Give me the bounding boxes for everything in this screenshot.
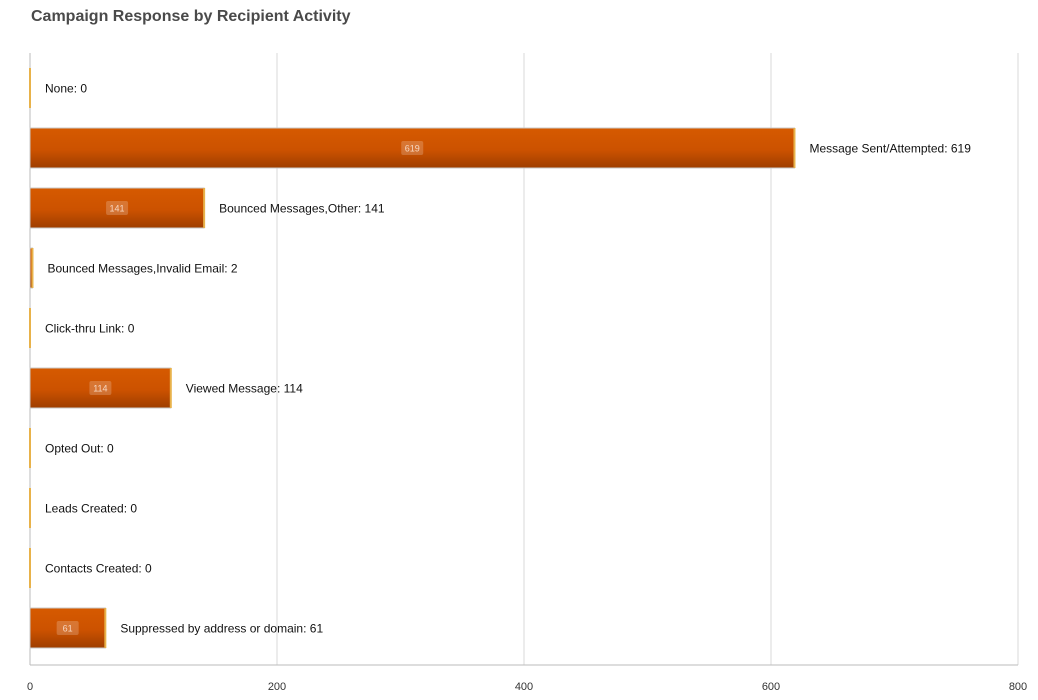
bar-group: 61 Suppressed by address or domain: 61 [29,607,323,649]
bar-category-label: Opted Out: 0 [45,442,114,456]
bar-group: Bounced Messages,Invalid Email: 2 [29,247,238,289]
x-tick-label: 600 [762,681,780,693]
bar-end-cap [104,608,107,648]
bar-end-cap [203,188,206,228]
x-tick-label: 800 [1009,681,1027,693]
value-badge [56,621,79,635]
x-tick-label: 400 [515,681,533,693]
bar-end-cap [29,308,31,348]
value-badge-label: 114 [93,384,107,394]
bar-end-cap [29,428,31,468]
value-badge [89,381,112,395]
bar-group: Contacts Created: 0 [29,548,152,588]
bar-end-cap [169,368,172,408]
bar-end-cap [29,68,31,108]
bar-category-label: Viewed Message: 114 [186,382,303,396]
bar-group: 141 Bounced Messages,Other: 141 [29,187,385,229]
value-badge-label: 61 [63,624,73,634]
bar [29,367,172,409]
bar-group: Leads Created: 0 [29,488,137,528]
bar-group: Opted Out: 0 [29,428,114,468]
value-badge [401,141,424,155]
bar [29,187,205,229]
bar-category-label: Contacts Created: 0 [45,562,152,576]
bar-category-label: Bounced Messages,Other: 141 [219,202,385,216]
chart-title: Campaign Response by Recipient Activity [31,8,351,25]
value-badge [106,201,129,215]
bar-group: 114 Viewed Message: 114 [29,367,303,409]
x-axis: 0 200 400 600 800 [27,664,1027,693]
value-badge-label: 619 [405,144,420,154]
bar-group: 619 Message Sent/Attempted: 619 [29,127,971,169]
value-badge-label: 141 [110,204,125,214]
bar-category-label: None: 0 [45,82,87,96]
bar-category-label: Bounced Messages,Invalid Email: 2 [47,262,237,276]
bar-category-label: Message Sent/Attempted: 619 [809,142,971,156]
bar-group: Click-thru Link: 0 [29,308,135,348]
bar-category-label: Click-thru Link: 0 [45,322,135,336]
bar-category-label: Suppressed by address or domain: 61 [120,622,323,636]
bar-end-cap [31,248,34,288]
x-tick-label: 200 [268,681,286,693]
bar-category-label: Leads Created: 0 [45,502,137,516]
bar-end-cap [29,548,31,588]
x-tick-label: 0 [27,681,33,693]
bar-group: None: 0 [29,68,87,108]
bar-end-cap [29,488,31,528]
bar [29,607,106,649]
bars: None: 0 619 Message Sent/Attempted: 619 141… [29,68,971,649]
bar-end-cap [793,128,796,168]
